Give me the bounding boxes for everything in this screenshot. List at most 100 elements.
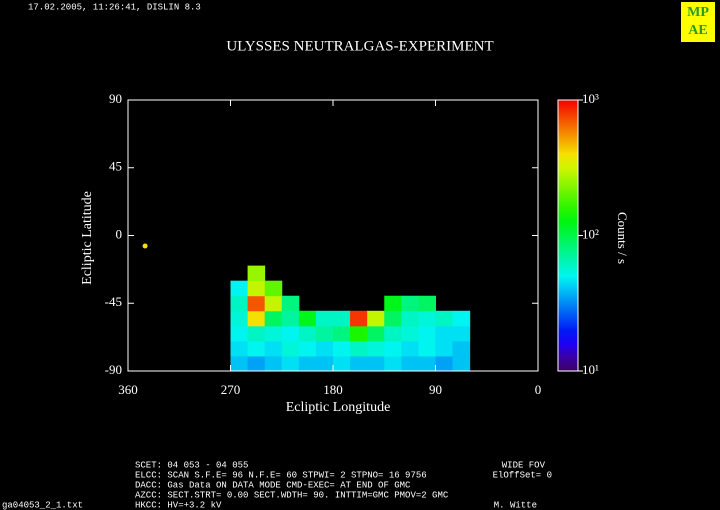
heat-cell bbox=[367, 355, 385, 372]
heat-cell bbox=[230, 280, 249, 297]
heat-cell bbox=[401, 295, 419, 312]
heat-cell bbox=[452, 355, 471, 372]
footer-line: ELCC: SCAN S.F.E= 96 N.F.E= 60 STPWI= 2 … bbox=[135, 470, 427, 480]
heat-cell bbox=[247, 355, 266, 372]
heat-cell bbox=[401, 355, 419, 372]
heat-cell bbox=[315, 355, 334, 372]
logo: AE bbox=[688, 23, 707, 38]
heat-cell bbox=[435, 310, 454, 327]
heat-cell bbox=[264, 295, 283, 312]
colorbar bbox=[557, 99, 579, 372]
footer-right: WIDE FOV bbox=[502, 460, 546, 470]
heat-cell bbox=[281, 310, 300, 327]
logo-box bbox=[681, 2, 715, 42]
heat-cell bbox=[384, 340, 402, 357]
heat-cell bbox=[401, 310, 419, 327]
heat-cell bbox=[333, 325, 351, 342]
heat-cell bbox=[435, 325, 454, 342]
y-tick-label: -45 bbox=[105, 294, 122, 309]
x-tick-label: 90 bbox=[429, 382, 442, 397]
heat-cell bbox=[230, 295, 249, 312]
heat-cell bbox=[452, 340, 471, 357]
heat-cell bbox=[333, 310, 351, 327]
heat-cell bbox=[435, 340, 454, 357]
heat-cell bbox=[350, 310, 368, 327]
colorbar-tick-label: 10² bbox=[582, 226, 599, 241]
heat-cell bbox=[264, 310, 283, 327]
heat-cell bbox=[281, 325, 300, 342]
heat-cell bbox=[401, 325, 419, 342]
heat-cell bbox=[452, 325, 471, 342]
x-tick-label: 180 bbox=[323, 382, 343, 397]
heat-cell bbox=[435, 355, 454, 372]
heat-cell bbox=[247, 280, 266, 297]
heat-cell bbox=[452, 310, 471, 327]
footer-line: HKCC: HV=+3.2 kV bbox=[135, 500, 222, 510]
heat-cell bbox=[264, 355, 283, 372]
x-axis-label: Ecliptic Longitude bbox=[286, 400, 391, 415]
heat-cell bbox=[384, 310, 402, 327]
colorbar-tick-label: 10³ bbox=[582, 91, 599, 106]
heat-cell bbox=[367, 325, 385, 342]
heat-cell bbox=[264, 325, 283, 342]
x-tick-label: 360 bbox=[118, 382, 138, 397]
heat-cell bbox=[230, 340, 249, 357]
stamp: 17.02.2005, 11:26:41, DISLIN 8.3 bbox=[28, 2, 201, 12]
heat-cell bbox=[350, 355, 368, 372]
heat-cell bbox=[418, 340, 436, 357]
chart-title: ULYSSES NEUTRALGAS-EXPERIMENT bbox=[226, 38, 493, 54]
heat-cell bbox=[281, 340, 300, 357]
heat-cell bbox=[298, 310, 317, 327]
heat-cell bbox=[281, 355, 300, 372]
heat-cell bbox=[247, 340, 266, 357]
heat-cell bbox=[384, 325, 402, 342]
heat-cell bbox=[247, 310, 266, 327]
footer-line: SCET: 04 053 - 04 055 bbox=[135, 460, 248, 470]
y-tick-label: 45 bbox=[109, 159, 122, 174]
heat-cell bbox=[247, 265, 266, 282]
logo: MP bbox=[687, 5, 709, 20]
heat-cell bbox=[315, 325, 334, 342]
heat-cell bbox=[264, 340, 283, 357]
footer-right: ElOffSet= 0 bbox=[493, 470, 552, 480]
footer-right: M. Witte bbox=[494, 500, 537, 510]
colorbar-tick-label: 10¹ bbox=[582, 362, 599, 377]
heat-cell bbox=[367, 340, 385, 357]
heat-cell bbox=[298, 355, 317, 372]
x-tick-label: 270 bbox=[221, 382, 241, 397]
heat-cell bbox=[230, 310, 249, 327]
y-tick-label: 0 bbox=[116, 226, 123, 241]
heat-cell bbox=[384, 295, 402, 312]
heat-cell bbox=[315, 310, 334, 327]
heat-cell bbox=[418, 295, 436, 312]
x-tick-label: 0 bbox=[535, 382, 542, 397]
heat-cell bbox=[298, 325, 317, 342]
heat-cell bbox=[401, 340, 419, 357]
heat-cell bbox=[315, 340, 334, 357]
heat-cell bbox=[230, 325, 249, 342]
heat-cell bbox=[367, 310, 385, 327]
heat-cell bbox=[247, 325, 266, 342]
heat-cell bbox=[264, 280, 283, 297]
footer-line: DACC: Gas Data ON DATA MODE CMD-EXEC= AT… bbox=[135, 480, 411, 490]
heat-cell bbox=[281, 295, 300, 312]
y-axis-label: Ecliptic Latitude bbox=[80, 191, 95, 285]
y-tick-label: -90 bbox=[105, 362, 122, 377]
heat-cell bbox=[418, 325, 436, 342]
y-tick-label: 90 bbox=[109, 91, 122, 106]
heat-cell bbox=[350, 325, 368, 342]
footer-line: AZCC: SECT.STRT= 0.00 SECT.WDTH= 90. INT… bbox=[135, 490, 449, 500]
heat-cell bbox=[230, 355, 249, 372]
point bbox=[142, 243, 148, 249]
heat-cell bbox=[418, 355, 436, 372]
heat-cell bbox=[333, 355, 351, 372]
heat-cell bbox=[384, 355, 402, 372]
file-name: ga04053_2_1.txt bbox=[2, 500, 83, 510]
heat-cell bbox=[298, 340, 317, 357]
heat-cell bbox=[247, 295, 266, 312]
heat-cell bbox=[418, 310, 436, 327]
colorbar-label: Counts / s bbox=[615, 212, 630, 264]
heat-cell bbox=[350, 340, 368, 357]
heat-cell bbox=[333, 340, 351, 357]
